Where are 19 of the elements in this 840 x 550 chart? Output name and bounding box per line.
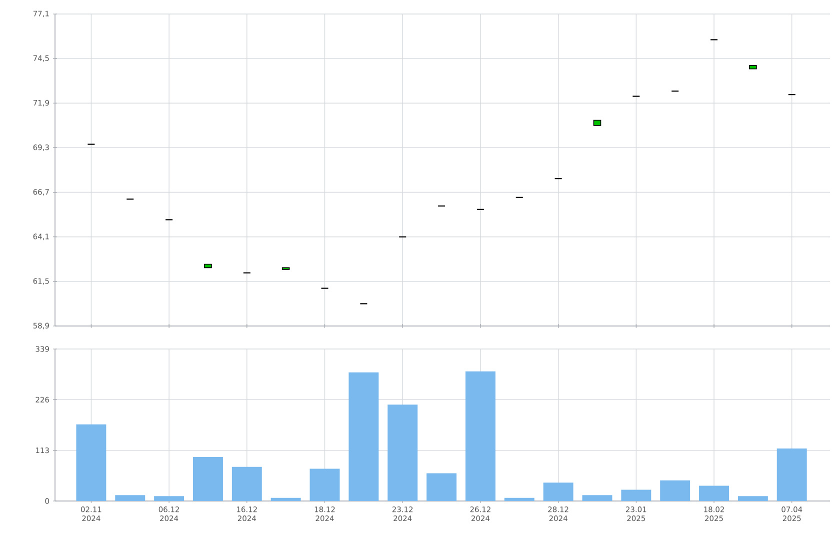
bar bbox=[504, 498, 534, 501]
bar bbox=[76, 424, 106, 501]
bar bbox=[270, 498, 301, 501]
bar bbox=[115, 495, 146, 501]
bar bbox=[388, 404, 418, 501]
bar bbox=[543, 482, 574, 501]
bar bbox=[348, 372, 379, 501]
bar bbox=[738, 496, 768, 501]
bar bbox=[192, 457, 223, 501]
bar bbox=[310, 468, 340, 501]
bar bbox=[426, 473, 457, 501]
bar bbox=[465, 371, 496, 501]
bar bbox=[154, 496, 184, 501]
bar bbox=[582, 495, 612, 501]
bar bbox=[699, 486, 729, 501]
bar bbox=[660, 480, 690, 501]
bar bbox=[776, 448, 807, 501]
bar bbox=[621, 490, 652, 501]
bar bbox=[232, 466, 262, 501]
